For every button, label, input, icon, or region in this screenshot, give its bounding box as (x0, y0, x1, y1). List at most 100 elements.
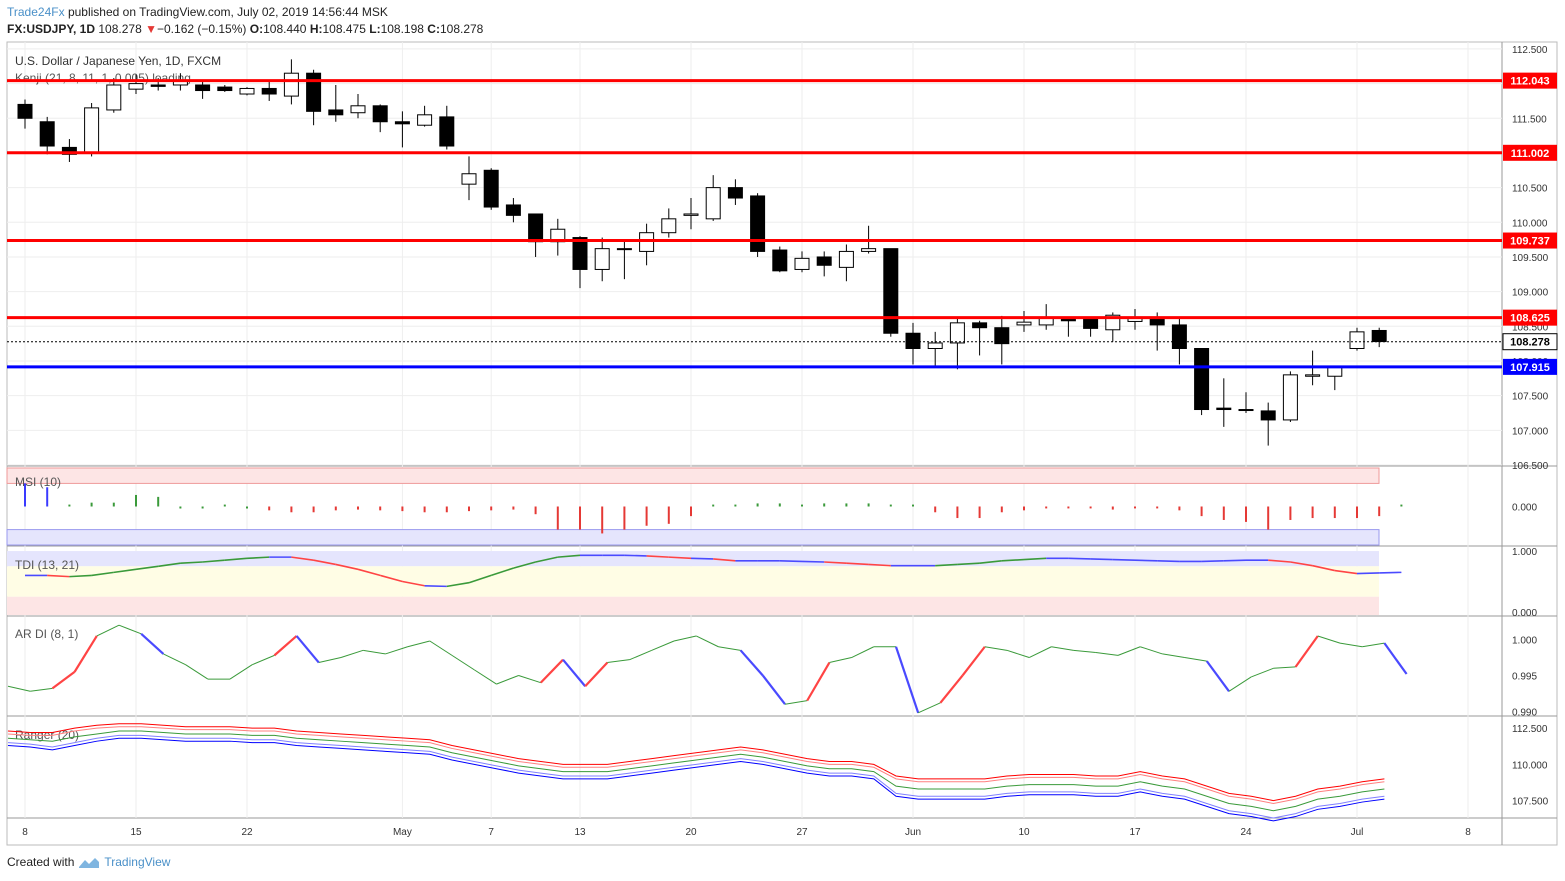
candle-body[interactable] (861, 248, 877, 252)
tdi-lower-band (7, 596, 1379, 615)
candle-body[interactable] (217, 86, 233, 92)
candle-body[interactable] (261, 87, 277, 95)
candle-body[interactable] (439, 116, 455, 147)
candle-body[interactable] (528, 213, 544, 243)
candle-body[interactable] (905, 332, 921, 350)
open-label: O: (249, 22, 264, 36)
ardi-line-segment (540, 658, 564, 684)
candle-body[interactable] (483, 169, 499, 208)
tdi-line-segment (180, 561, 203, 565)
candle-body[interactable] (1371, 329, 1387, 343)
x-tick-label: 17 (1129, 827, 1141, 838)
ardi-line-segment (1228, 676, 1252, 692)
candle-body[interactable] (461, 173, 477, 185)
candle-body[interactable] (683, 213, 699, 216)
ardi-line-segment (1273, 666, 1296, 669)
candle-body[interactable] (417, 114, 433, 126)
tdi-line-segment (402, 580, 425, 587)
y-tick-label: 1.000 (1512, 547, 1537, 558)
last-price-label: 108.278 (1510, 337, 1550, 349)
tradingview-logo-icon (79, 857, 100, 868)
tdi-line-segment (1334, 569, 1358, 575)
tdi-line-segment (1268, 559, 1291, 563)
ardi-line-segment (673, 635, 697, 642)
high-value: 108.475 (322, 22, 366, 36)
candle-body[interactable] (39, 121, 55, 147)
ardi-line-segment (185, 664, 209, 680)
y-tick-label: 107.000 (1512, 426, 1549, 437)
candle-body[interactable] (372, 105, 388, 123)
ranger-line (7, 737, 1385, 822)
high-label: H: (309, 22, 323, 36)
candle-body[interactable] (1171, 324, 1187, 350)
x-tick-label: 7 (488, 827, 494, 838)
ardi-line-segment (340, 649, 364, 658)
ardi-line-segment (273, 635, 298, 657)
ardi-line-segment (451, 654, 475, 671)
candle-body[interactable] (994, 327, 1010, 345)
publisher-name[interactable]: Trade24Fx (7, 5, 65, 19)
candle-body[interactable] (128, 83, 144, 90)
tdi-line-segment (1134, 559, 1158, 562)
candle-body[interactable] (1149, 318, 1165, 326)
ardi-line-segment (51, 671, 76, 690)
candle-body[interactable] (639, 232, 655, 252)
candle-body[interactable] (572, 237, 588, 270)
candle-body[interactable] (794, 257, 810, 270)
tdi-line-segment (446, 581, 470, 588)
candle-body[interactable] (1349, 331, 1365, 350)
candle-body[interactable] (106, 84, 122, 111)
candle-body[interactable] (350, 105, 366, 114)
candle-body[interactable] (1305, 374, 1321, 377)
ardi-line-segment (1184, 657, 1207, 662)
indicator-title: TDI (13, 21) (15, 558, 79, 572)
candle-body[interactable] (239, 87, 255, 95)
candle-body[interactable] (949, 322, 965, 344)
tdi-line-segment (158, 562, 181, 568)
candle-body[interactable] (1083, 318, 1099, 329)
ardi-line-segment (1095, 651, 1119, 656)
ardi-line-segment (229, 664, 253, 680)
candle-body[interactable] (1238, 409, 1254, 412)
level-label: 112.043 (1510, 76, 1549, 88)
candle-body[interactable] (883, 248, 899, 334)
tradingview-link[interactable]: TradingView (104, 855, 171, 869)
symbol-label: FX:USDJPY, 1D (7, 22, 96, 36)
candle-body[interactable] (927, 342, 943, 350)
candle-body[interactable] (816, 256, 832, 266)
candle-body[interactable] (1216, 407, 1232, 411)
indicator-title: AR DI (8, 1) (15, 627, 78, 641)
candle-body[interactable] (727, 187, 743, 199)
candle-body[interactable] (394, 121, 410, 125)
candle-body[interactable] (705, 187, 721, 220)
candle-body[interactable] (150, 84, 166, 87)
candle-body[interactable] (328, 109, 344, 116)
y-tick-label: 107.500 (1512, 392, 1549, 403)
candle-body[interactable] (1060, 318, 1076, 322)
tdi-line-segment (713, 558, 736, 562)
candle-body[interactable] (661, 218, 677, 234)
candle-body[interactable] (1260, 410, 1276, 421)
candle-body[interactable] (17, 103, 33, 119)
candle-body[interactable] (750, 195, 766, 252)
tdi-line-segment (224, 557, 248, 561)
price-change: −0.162 (−0.15%) (157, 22, 247, 36)
candle-body[interactable] (972, 322, 988, 329)
candle-body[interactable] (594, 248, 610, 270)
candle-body[interactable] (84, 107, 100, 154)
candle-body[interactable] (505, 204, 521, 216)
candle-body[interactable] (838, 250, 854, 268)
candle-body[interactable] (195, 84, 211, 92)
candle-body[interactable] (283, 72, 299, 97)
candle-body[interactable] (61, 146, 77, 155)
y-tick-label: 111.500 (1512, 114, 1547, 125)
candle-body[interactable] (616, 248, 632, 251)
candle-body[interactable] (306, 72, 322, 112)
candle-body[interactable] (1194, 348, 1210, 411)
tdi-line-segment (779, 559, 803, 563)
candle-body[interactable] (1016, 321, 1032, 326)
ardi-line-segment (806, 661, 831, 702)
candle-body[interactable] (772, 249, 788, 272)
candle-body[interactable] (1282, 374, 1298, 421)
